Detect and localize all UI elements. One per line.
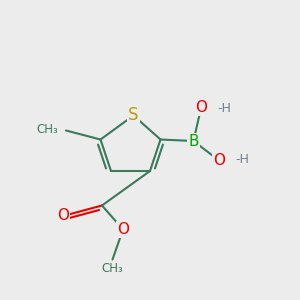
Text: O: O [57,208,69,224]
Text: CH₃: CH₃ [37,122,58,136]
Text: -H: -H [236,153,249,166]
Text: S: S [128,106,139,124]
Text: O: O [213,153,225,168]
Text: -H: -H [218,102,231,116]
Text: CH₃: CH₃ [102,262,123,275]
Text: O: O [195,100,207,116]
Text: O: O [117,222,129,237]
Text: B: B [188,134,199,148]
